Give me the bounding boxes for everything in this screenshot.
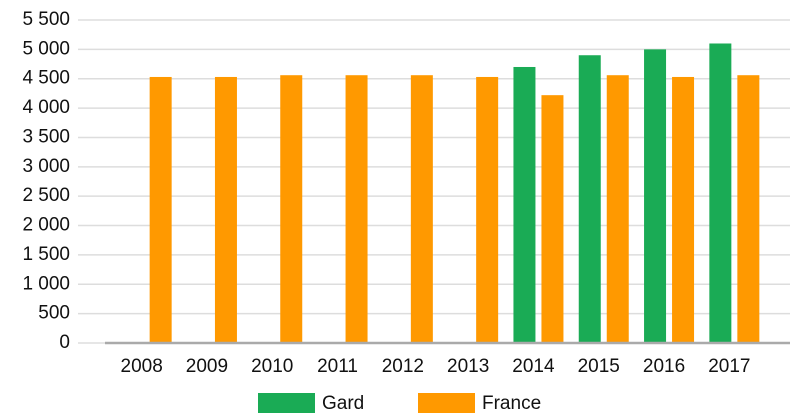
bar (476, 76, 499, 343)
bar (644, 49, 667, 343)
y-tick-label: 500 (38, 303, 70, 324)
y-tick-label: 3 000 (22, 156, 70, 177)
x-tick-label: 2013 (447, 356, 489, 377)
x-tick-label: 2010 (251, 356, 293, 377)
x-tick-label: 2008 (121, 356, 163, 377)
x-tick-label: 2009 (186, 356, 228, 377)
bar (737, 75, 760, 343)
y-tick-label: 5 000 (22, 38, 70, 59)
y-tick-label: 4 500 (22, 68, 70, 89)
legend-label: Gard (322, 393, 364, 414)
bar (672, 76, 695, 343)
y-tick-label: 1 000 (22, 273, 70, 294)
legend-label: France (482, 393, 541, 414)
y-tick-label: 3 500 (22, 126, 70, 147)
x-tick-label: 2015 (578, 356, 620, 377)
bar (606, 75, 629, 343)
bar (541, 95, 564, 344)
bar (280, 75, 303, 343)
y-tick-label: 2 000 (22, 215, 70, 236)
y-tick-label: 4 000 (22, 97, 70, 118)
legend-swatch (258, 393, 315, 413)
x-tick-label: 2014 (512, 356, 555, 377)
y-tick-label: 1 500 (22, 244, 70, 265)
y-tick-label: 2 500 (22, 185, 70, 206)
x-tick-label: 2011 (317, 356, 358, 377)
y-tick-label: 0 (59, 332, 70, 353)
y-tick-label: 5 500 (22, 9, 70, 30)
x-tick-label: 2017 (708, 356, 750, 377)
bar (513, 66, 536, 344)
bar (149, 76, 172, 343)
bar (410, 75, 433, 343)
bar (345, 75, 368, 343)
bar (709, 43, 732, 344)
bar (214, 76, 237, 343)
bar (578, 55, 601, 344)
legend-swatch (418, 393, 475, 413)
x-tick-label: 2012 (382, 356, 424, 377)
x-tick-label: 2016 (643, 356, 685, 377)
